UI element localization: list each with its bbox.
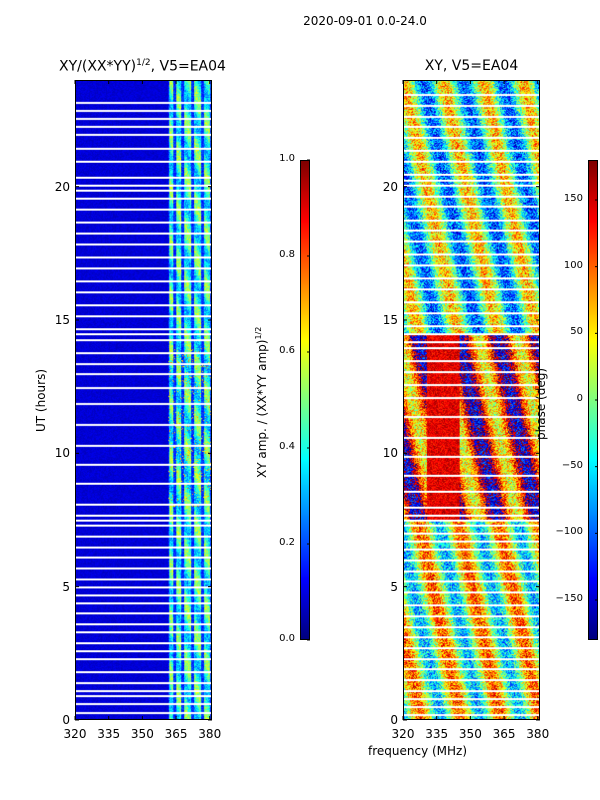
right-colorbar-tick-label: 50 [570,326,583,338]
right-colorbar-tick-label: −150 [555,593,583,604]
left-y-tick-label: 10 [54,446,70,461]
x-axis-label: frequency (MHz) [368,744,468,758]
amplitude-heatmap [75,80,212,720]
right-x-tick-label: 365 [492,727,516,741]
right-y-tick-label: 5 [390,579,398,594]
left-colorbar-tick-label: 0.2 [279,537,295,548]
right-colorbar-tick-label: −50 [561,459,583,471]
left-title-exponent: 1/2 [136,58,151,68]
left-colorbar-tick-label: 0.8 [279,249,295,260]
right-x-tick-label: 335 [425,727,449,741]
left-colorbar-tick-label: 0.6 [279,345,295,356]
left-colorbar-tick-label: 1.0 [279,153,295,164]
left-colorbar-tick-label: 0.4 [279,441,295,452]
right-y-tick-label: 0 [390,713,398,727]
left-x-tick-label: 365 [164,727,188,741]
left-panel-title: XY/(XX*YY)1/2, V5=EA04 [40,58,245,75]
phase-heatmap [403,80,540,720]
right-colorbar-tick-label: 100 [563,259,583,271]
left-title-suffix: , V5=EA04 [150,58,226,75]
left-x-tick-label: 320 [63,727,87,741]
left-y-tick-label: 0 [62,713,70,727]
right-y-tick-label: 10 [382,446,398,461]
right-x-tick-label: 320 [391,727,415,741]
left-x-tick-label: 380 [198,727,222,741]
left-y-tick-label: 20 [54,179,70,194]
left-x-tick-label: 335 [97,727,121,741]
right-colorbar-tick-label: −100 [555,526,583,538]
left-x-tick-label: 350 [130,727,154,741]
right-x-tick-label: 380 [526,727,550,741]
right-x-tick-label: 350 [458,727,482,741]
left-y-tick-label: 5 [62,579,70,594]
left-y-tick-label: 15 [54,313,70,327]
left-colorbar-tick-label: 0.0 [279,633,295,644]
right-colorbar-tick-label: 0 [576,393,583,404]
right-y-tick-label: 15 [382,313,398,327]
left-title-main: XY/(XX*YY) [59,58,137,75]
figure-suptitle: 2020-09-01 0.0-24.0 [303,14,427,28]
amplitude-colorbar [300,160,310,640]
right-y-tick-label: 20 [382,179,398,194]
right-panel-title: XY, V5=EA04 [424,58,519,74]
right-colorbar-tick-label: 150 [563,193,583,204]
